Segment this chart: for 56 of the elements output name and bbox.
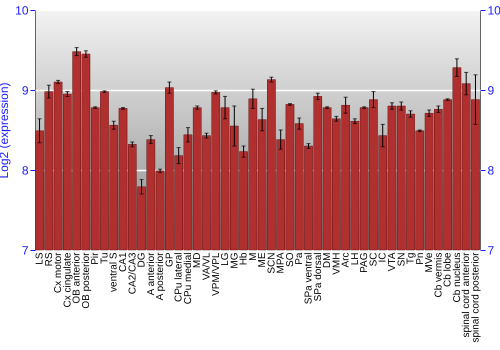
x-tick-label: MPA — [276, 252, 287, 274]
x-tick-label: VA/VL — [201, 252, 212, 280]
x-tick-label: MD — [192, 252, 204, 268]
x-tick-label: RS — [44, 252, 55, 266]
x-tick-label: OB anterior — [72, 252, 83, 304]
x-tick-label: Cx cingulate — [62, 252, 74, 308]
y-tick-label: 9 — [22, 84, 29, 98]
x-tick-label: OB posterior — [80, 252, 92, 309]
x-tick-label: IC — [378, 252, 389, 262]
x-tick-label: SC — [368, 252, 380, 266]
x-tick-label: Arc — [340, 252, 352, 268]
x-tick-label: Hb — [238, 252, 250, 266]
x-tick-label: LS — [34, 252, 46, 265]
x-tick-label: DM — [322, 252, 334, 268]
x-tick-label: MVe — [424, 252, 436, 273]
x-tick-label: Tu — [99, 252, 110, 264]
x-tick-label: Tg — [406, 252, 417, 264]
x-tick-label: Pn — [414, 252, 426, 265]
x-tick-label: VPM/VPL — [210, 252, 222, 296]
y2-tick-label: 8 — [488, 164, 494, 178]
x-tick-label: A anterior — [146, 252, 157, 296]
y2-tick-label: 10 — [488, 4, 500, 18]
x-tick-label: GP — [164, 252, 176, 267]
x-tick-label: Cx motor — [53, 252, 64, 294]
x-tick-label: SPa ventral — [304, 252, 315, 304]
x-tick-label: LG — [220, 252, 232, 266]
x-tick-label: CA1 — [118, 252, 130, 272]
x-tick-label: Pa — [294, 252, 306, 265]
x-tick-label: DG — [136, 252, 148, 268]
x-tick-label: Cb vermis — [433, 252, 444, 298]
x-tick-label: Cb lobe — [442, 252, 454, 287]
x-tick-label: CPu medial — [182, 252, 194, 304]
x-tick-label: ME — [257, 252, 268, 268]
x-tick-label: SO — [284, 252, 296, 267]
x-tick-label: CA2/CA3 — [127, 252, 138, 294]
x-tick-label: SPa dorsal — [312, 252, 324, 302]
x-tick-label: M — [248, 252, 259, 261]
x-tick-label: VMH — [331, 252, 342, 275]
x-tick-label: A posterior — [155, 252, 166, 300]
x-tick-label: CPu lateral — [174, 252, 185, 302]
y2-tick-label: 9 — [488, 84, 494, 98]
x-tick-label: Pir — [90, 252, 102, 265]
x-tick-label: spinal cord posterior — [470, 252, 482, 343]
x-tick-label: spinal cord anterior — [461, 252, 472, 338]
x-tick-label: SN — [396, 252, 408, 266]
x-tick-label: SCN — [266, 252, 278, 274]
x-tick-label: PAG — [359, 252, 370, 273]
y-tick-label: 10 — [15, 4, 29, 18]
y-tick-label: 8 — [22, 164, 29, 178]
y-tick-label: 7 — [22, 244, 29, 258]
x-tick-label: Cb nucleus — [452, 252, 463, 303]
y2-tick-label: 7 — [488, 244, 494, 258]
x-tick-label: ventral S — [108, 252, 120, 292]
x-tick-label: LH — [350, 252, 361, 266]
x-tick-label: MG — [229, 252, 240, 269]
x-tick-label: VTA — [386, 252, 398, 272]
